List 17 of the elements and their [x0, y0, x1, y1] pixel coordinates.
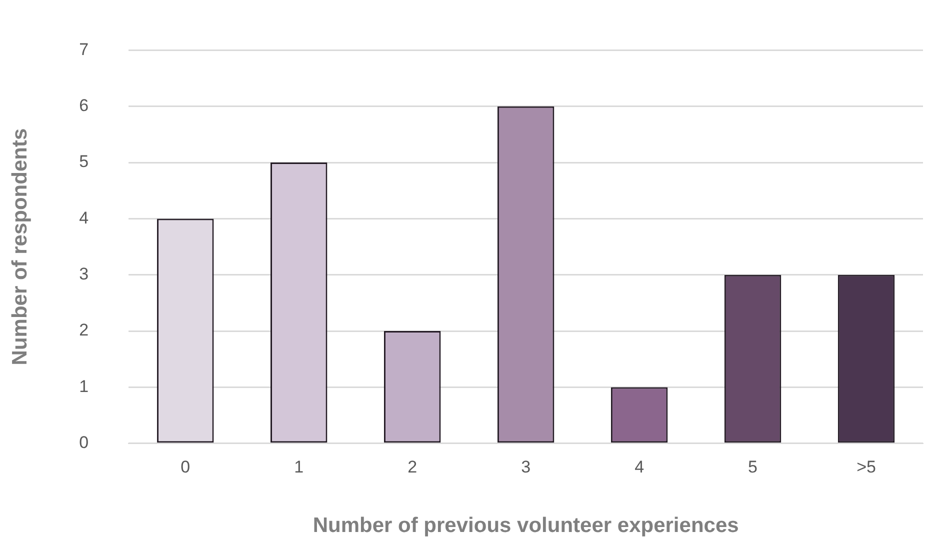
x-tick-label: 0 — [180, 457, 190, 476]
x-tick-label: 5 — [748, 457, 758, 476]
y-tick-label: 6 — [79, 96, 89, 116]
y-tick-label: 0 — [79, 433, 89, 452]
y-tick-label: 7 — [79, 40, 89, 59]
y-tick-label: 4 — [79, 208, 89, 228]
x-axis-title: Number of previous volunteer experiences — [312, 514, 739, 538]
y-tick-label: 1 — [79, 376, 89, 396]
y-tick-label: 2 — [79, 320, 89, 340]
x-tick-label: 2 — [408, 457, 418, 476]
x-tick-label: >5 — [856, 457, 876, 476]
x-tick-label: 4 — [634, 457, 644, 476]
x-tick-label: 3 — [521, 457, 531, 476]
y-tick-label: 3 — [79, 264, 89, 284]
y-axis-title: Number of respondents — [8, 128, 32, 366]
y-tick-label: 5 — [79, 152, 89, 172]
x-tick-label: 1 — [294, 457, 304, 476]
